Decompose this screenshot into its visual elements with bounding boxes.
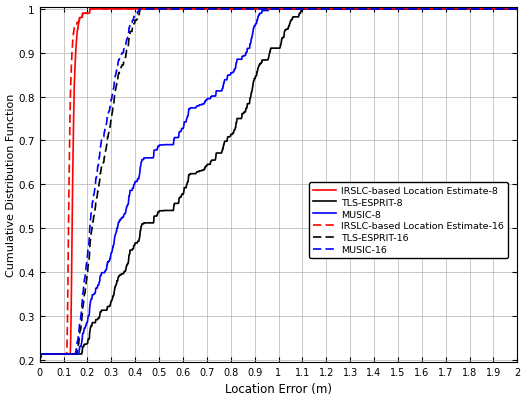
TLS-ESPRIT-16: [501, 7, 507, 12]
MUSIC-8: [514, 7, 520, 12]
IRSLC-based Location Estimate-8: [514, 7, 520, 12]
Y-axis label: Cumulative Distribution Function: Cumulative Distribution Function: [6, 93, 16, 276]
X-axis label: Location Error (m): Location Error (m): [225, 383, 332, 395]
IRSLC-based Location Estimate-8: [256, 7, 262, 12]
TLS-ESPRIT-16: [137, 7, 143, 12]
IRSLC-based Location Estimate-8: [36, 357, 43, 362]
MUSIC-8: [269, 7, 275, 12]
MUSIC-16: [61, 352, 67, 356]
MUSIC-16: [514, 7, 520, 12]
TLS-ESPRIT-16: [61, 352, 67, 356]
MUSIC-8: [61, 352, 67, 356]
TLS-ESPRIT-8: [36, 357, 43, 362]
TLS-ESPRIT-16: [500, 7, 507, 12]
MUSIC-16: [256, 7, 262, 12]
MUSIC-8: [256, 14, 262, 18]
IRSLC-based Location Estimate-16: [514, 7, 520, 12]
IRSLC-based Location Estimate-16: [36, 357, 43, 362]
TLS-ESPRIT-16: [514, 7, 520, 12]
IRSLC-based Location Estimate-8: [87, 7, 94, 12]
IRSLC-based Location Estimate-8: [269, 7, 275, 12]
IRSLC-based Location Estimate-16: [501, 7, 507, 12]
Line: MUSIC-8: MUSIC-8: [39, 10, 517, 359]
TLS-ESPRIT-8: [256, 64, 262, 69]
Line: TLS-ESPRIT-8: TLS-ESPRIT-8: [39, 10, 517, 359]
MUSIC-8: [501, 7, 507, 12]
TLS-ESPRIT-16: [256, 7, 262, 12]
IRSLC-based Location Estimate-8: [501, 7, 507, 12]
MUSIC-8: [500, 7, 507, 12]
MUSIC-16: [413, 7, 419, 12]
MUSIC-16: [500, 7, 507, 12]
Line: IRSLC-based Location Estimate-8: IRSLC-based Location Estimate-8: [39, 10, 517, 359]
MUSIC-8: [266, 7, 272, 12]
TLS-ESPRIT-16: [36, 357, 43, 362]
TLS-ESPRIT-8: [300, 7, 307, 12]
TLS-ESPRIT-8: [500, 7, 507, 12]
MUSIC-16: [36, 357, 43, 362]
TLS-ESPRIT-16: [413, 7, 419, 12]
TLS-ESPRIT-16: [269, 7, 275, 12]
IRSLC-based Location Estimate-16: [87, 7, 94, 12]
IRSLC-based Location Estimate-16: [269, 7, 275, 12]
IRSLC-based Location Estimate-8: [500, 7, 507, 12]
Legend: IRSLC-based Location Estimate-8, TLS-ESPRIT-8, MUSIC-8, IRSLC-based Location Est: IRSLC-based Location Estimate-8, TLS-ESP…: [309, 182, 508, 258]
MUSIC-16: [136, 7, 143, 12]
Line: TLS-ESPRIT-16: TLS-ESPRIT-16: [39, 10, 517, 359]
MUSIC-16: [501, 7, 507, 12]
MUSIC-8: [413, 7, 419, 12]
IRSLC-based Location Estimate-8: [413, 7, 419, 12]
IRSLC-based Location Estimate-16: [413, 7, 419, 12]
IRSLC-based Location Estimate-16: [61, 352, 67, 356]
TLS-ESPRIT-8: [514, 7, 520, 12]
IRSLC-based Location Estimate-16: [500, 7, 507, 12]
IRSLC-based Location Estimate-16: [256, 7, 262, 12]
Line: MUSIC-16: MUSIC-16: [39, 10, 517, 359]
MUSIC-16: [269, 7, 275, 12]
MUSIC-8: [36, 357, 43, 362]
TLS-ESPRIT-8: [413, 7, 419, 12]
IRSLC-based Location Estimate-8: [61, 352, 67, 356]
TLS-ESPRIT-8: [61, 352, 67, 356]
TLS-ESPRIT-8: [501, 7, 507, 12]
Line: IRSLC-based Location Estimate-16: IRSLC-based Location Estimate-16: [39, 10, 517, 359]
TLS-ESPRIT-8: [269, 47, 275, 51]
